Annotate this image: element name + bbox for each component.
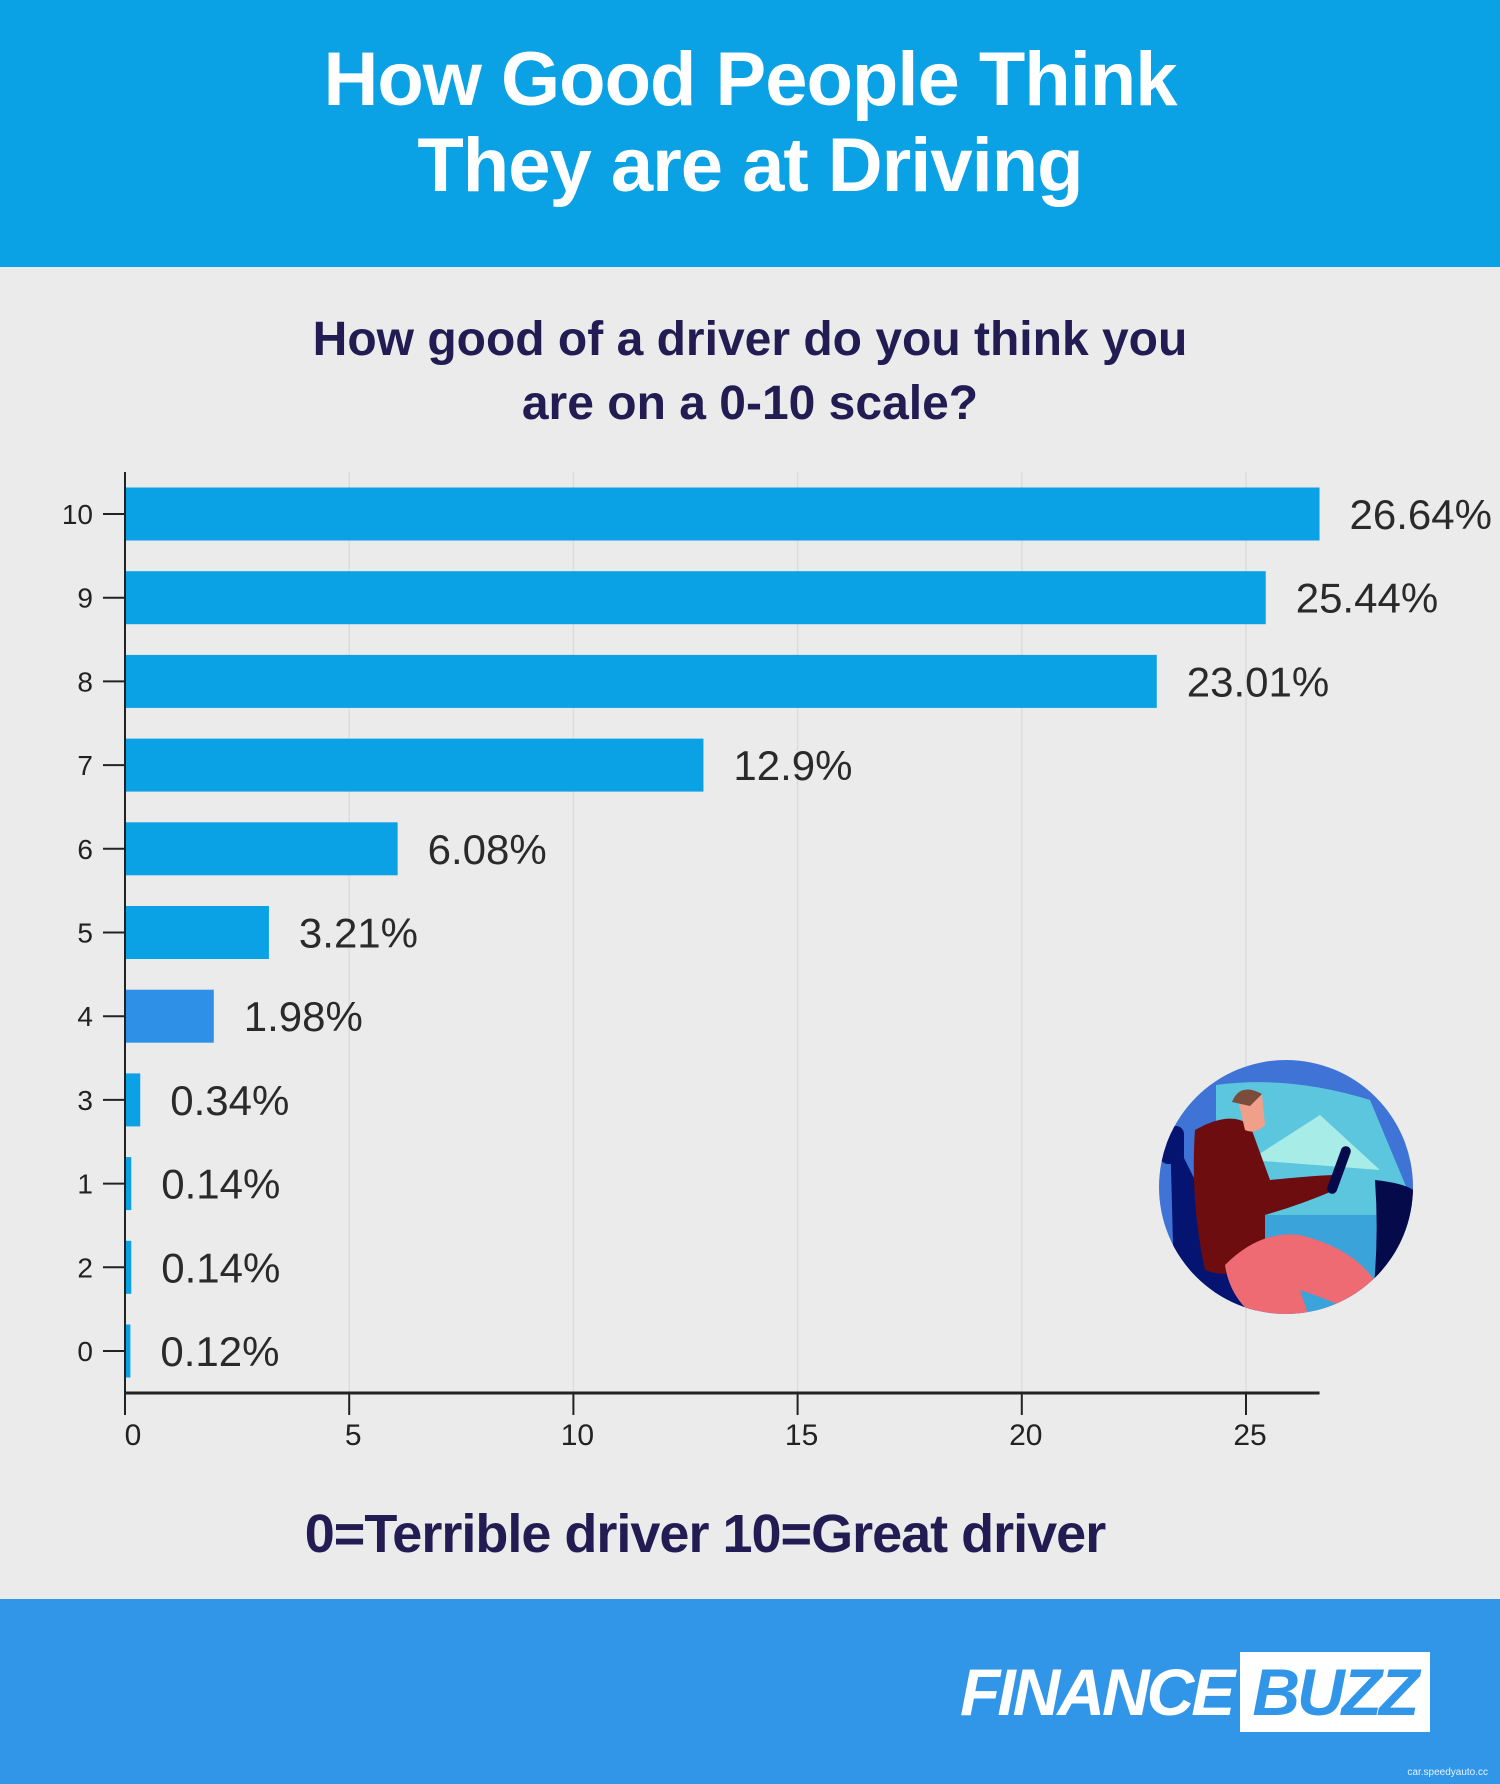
x-tick-label: 0 bbox=[125, 1419, 142, 1452]
x-tick-label: 25 bbox=[1233, 1419, 1266, 1452]
value-label: 0.14% bbox=[161, 1161, 280, 1208]
bar-8 bbox=[125, 654, 1157, 708]
value-label: 0.14% bbox=[161, 1244, 280, 1291]
chart-subtitle: How good of a driver do you think you ar… bbox=[0, 308, 1500, 436]
title-line-1: How Good People Think bbox=[323, 37, 1178, 122]
bar-1 bbox=[125, 1157, 132, 1211]
header-banner: How Good People Think They are at Drivin… bbox=[0, 0, 1500, 267]
value-label: 6.08% bbox=[428, 826, 547, 873]
bar-6 bbox=[125, 822, 398, 876]
value-label: 0.12% bbox=[160, 1328, 279, 1375]
financebuzz-logo: FINANCE BUZZ bbox=[960, 1652, 1431, 1732]
y-tick-label: 2 bbox=[77, 1252, 93, 1283]
bar-3 bbox=[125, 1073, 141, 1127]
y-tick-label: 1 bbox=[77, 1169, 93, 1200]
value-label: 23.01% bbox=[1187, 658, 1329, 705]
x-tick-label: 15 bbox=[785, 1419, 818, 1452]
y-tick-label: 6 bbox=[77, 834, 93, 865]
title-line-2: They are at Driving bbox=[417, 123, 1083, 208]
value-label: 0.34% bbox=[170, 1077, 289, 1124]
bar-10 bbox=[125, 487, 1320, 541]
watermark: car.speedyauto.cc bbox=[1407, 1767, 1488, 1778]
subtitle-line-1: How good of a driver do you think you bbox=[312, 313, 1188, 366]
value-label: 25.44% bbox=[1296, 575, 1438, 622]
bar-0 bbox=[125, 1324, 131, 1378]
value-label: 3.21% bbox=[299, 910, 418, 957]
y-tick-label: 8 bbox=[77, 666, 93, 697]
value-label: 12.9% bbox=[733, 742, 852, 789]
x-tick-label: 5 bbox=[345, 1419, 362, 1452]
bar-9 bbox=[125, 571, 1266, 625]
x-tick-label: 20 bbox=[1009, 1419, 1042, 1452]
y-tick-label: 5 bbox=[77, 918, 93, 949]
bar-7 bbox=[125, 738, 704, 792]
value-label: 1.98% bbox=[244, 993, 363, 1040]
y-tick-label: 7 bbox=[77, 750, 93, 781]
y-tick-label: 0 bbox=[77, 1336, 93, 1367]
subtitle-line-2: are on a 0-10 scale? bbox=[521, 377, 979, 430]
value-label: 26.64% bbox=[1350, 491, 1492, 538]
man-driving-car-icon bbox=[1159, 1060, 1413, 1314]
scale-caption: 0=Terrible driver 10=Great driver bbox=[304, 1504, 1106, 1564]
y-tick-label: 4 bbox=[77, 1001, 93, 1032]
page-title: How Good People Think They are at Drivin… bbox=[0, 37, 1500, 209]
bar-4 bbox=[125, 989, 214, 1043]
x-tick-label: 10 bbox=[561, 1419, 594, 1452]
y-tick-label: 9 bbox=[77, 583, 93, 614]
bar-2 bbox=[125, 1240, 132, 1294]
y-tick-label: 10 bbox=[62, 499, 93, 530]
bar-5 bbox=[125, 906, 269, 959]
y-tick-label: 3 bbox=[77, 1085, 93, 1116]
